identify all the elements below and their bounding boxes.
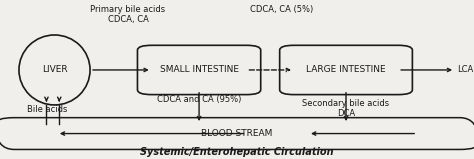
Text: LARGE INTESTINE: LARGE INTESTINE <box>306 66 386 74</box>
Text: LCA: LCA <box>457 65 474 74</box>
Text: Primary bile acids
CDCA, CA: Primary bile acids CDCA, CA <box>91 5 165 24</box>
Text: SMALL INTESTINE: SMALL INTESTINE <box>160 66 238 74</box>
Text: LIVER: LIVER <box>42 66 67 74</box>
Text: Bile acids: Bile acids <box>27 105 68 114</box>
Text: BLOOD STREAM: BLOOD STREAM <box>201 129 273 138</box>
Text: Secondary bile acids
DCA: Secondary bile acids DCA <box>302 99 390 118</box>
Text: CDCA and CA (95%): CDCA and CA (95%) <box>157 95 241 104</box>
Text: CDCA, CA (5%): CDCA, CA (5%) <box>250 5 314 14</box>
Text: Systemic/Enterohepatic Circulation: Systemic/Enterohepatic Circulation <box>140 147 334 157</box>
